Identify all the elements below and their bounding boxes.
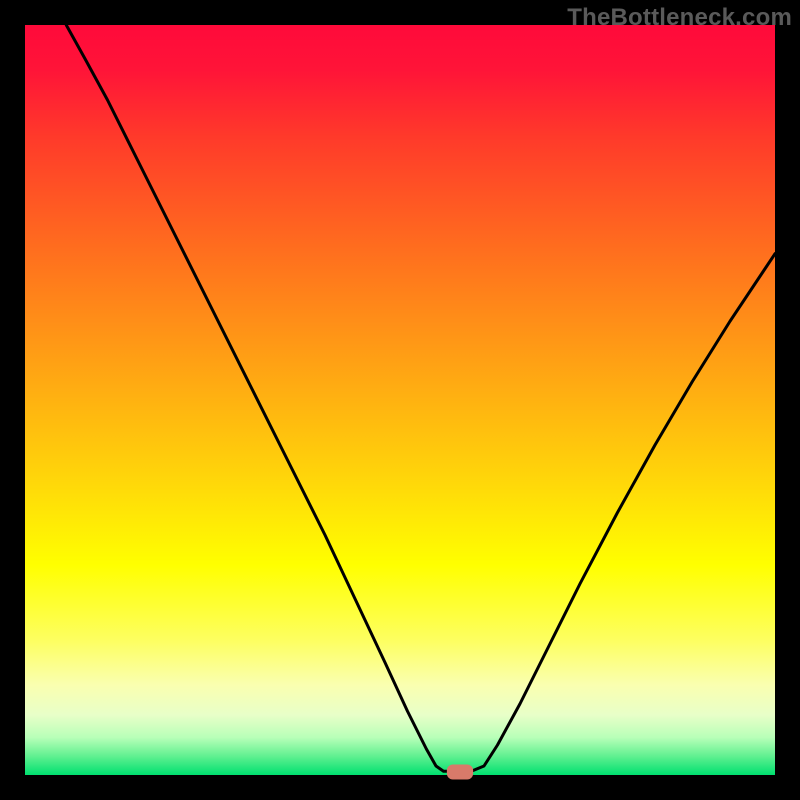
gradient-plot-area	[25, 25, 775, 775]
watermark-text: TheBottleneck.com	[567, 4, 792, 32]
bottleneck-chart	[0, 0, 800, 800]
optimal-point-marker	[447, 765, 473, 780]
chart-root: TheBottleneck.com	[0, 0, 800, 800]
